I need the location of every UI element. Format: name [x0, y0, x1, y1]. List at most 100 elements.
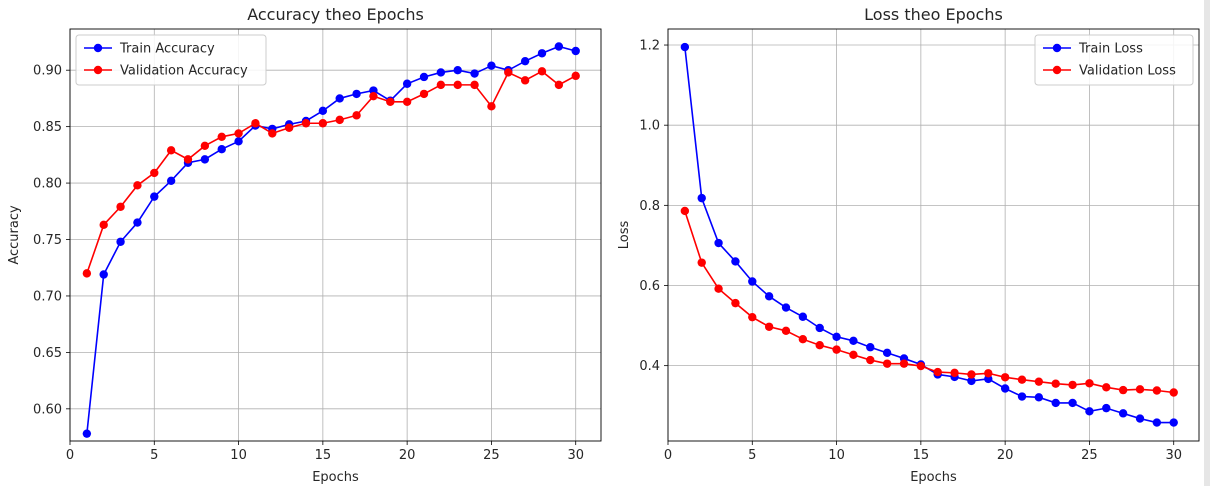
data-point: [849, 336, 858, 346]
data-point: [1135, 385, 1145, 394]
legend-box: [1034, 34, 1194, 86]
x-tick-label: 25: [483, 448, 500, 463]
data-point: [1068, 398, 1077, 408]
data-point: [284, 123, 294, 132]
data-point: [731, 257, 740, 266]
data-point: [866, 355, 875, 365]
data-point: [781, 326, 791, 335]
scrollbar-edge[interactable]: [1204, 0, 1210, 486]
data-point: [1102, 403, 1111, 413]
data-point: [166, 176, 176, 186]
data-point: [470, 69, 479, 78]
data-point: [99, 270, 108, 279]
data-point: [352, 111, 361, 120]
axes-frame: [69, 28, 602, 442]
x-tick-label: 0: [66, 448, 74, 463]
data-point: [748, 312, 757, 322]
data-point: [967, 376, 976, 386]
data-point: [731, 298, 740, 308]
axes-frame: [667, 28, 1200, 442]
y-tick-label: 0.70: [33, 289, 62, 304]
data-point: [116, 202, 125, 211]
y-tick-label: 0.65: [33, 346, 62, 361]
data-point: [1152, 418, 1162, 427]
legend-swatch-marker: [1052, 43, 1062, 53]
data-point: [116, 237, 125, 246]
x-tick-label: 15: [315, 448, 332, 463]
loss-chart: 0 5 10 15 20 25 30 0.4 0.6 0.8 1.0 1.2 Loss theo Epo…: [617, 5, 1200, 485]
data-point: [933, 367, 942, 377]
data-point: [402, 79, 412, 88]
data-point: [984, 369, 993, 378]
x-tick-label: 30: [1165, 448, 1182, 463]
y-tick-label: 0.6: [639, 279, 660, 294]
data-point: [520, 76, 530, 85]
legend-label: Train Loss: [1078, 42, 1143, 57]
data-point: [470, 80, 479, 90]
x-tick-label: 20: [997, 448, 1014, 463]
data-point: [82, 269, 92, 278]
data-point: [832, 332, 841, 341]
data-point: [402, 97, 412, 107]
data-point: [1085, 407, 1094, 416]
x-axis-label: Epochs: [910, 470, 957, 485]
data-point: [1000, 373, 1010, 382]
data-point: [1017, 392, 1027, 401]
data-point: [487, 102, 496, 111]
legend-swatch-marker: [93, 43, 103, 53]
legend-swatch-marker: [1052, 65, 1062, 75]
data-point: [1051, 398, 1060, 408]
x-tick-label: 5: [150, 448, 158, 463]
data-point: [369, 91, 378, 101]
data-point: [764, 292, 774, 301]
y-tick-label: 0.4: [639, 359, 660, 374]
data-point: [504, 68, 513, 77]
y-tick-label: 0.85: [33, 120, 62, 135]
data-point: [82, 429, 92, 438]
data-point: [200, 155, 210, 164]
data-point: [1169, 388, 1178, 397]
data-point: [798, 312, 808, 321]
y-tick-label: 1.0: [639, 119, 660, 134]
data-point: [537, 67, 547, 76]
data-point: [1118, 385, 1128, 395]
data-point: [537, 49, 547, 58]
data-point: [234, 129, 243, 138]
data-point: [882, 348, 892, 358]
data-point: [268, 129, 277, 138]
y-axis-label: Accuracy: [7, 205, 22, 265]
data-point: [1152, 386, 1162, 395]
data-point: [571, 46, 580, 56]
data-point: [335, 115, 344, 125]
data-point: [882, 359, 892, 368]
data-point: [453, 66, 462, 75]
data-point: [183, 155, 193, 164]
data-point: [1135, 414, 1145, 423]
data-point: [301, 119, 311, 128]
data-point: [166, 146, 176, 155]
data-point: [866, 343, 875, 352]
data-point: [419, 72, 429, 82]
data-point: [436, 68, 446, 77]
data-point: [352, 89, 361, 99]
data-point: [849, 350, 858, 360]
data-point: [1034, 393, 1044, 402]
data-point: [234, 137, 243, 146]
data-point: [1034, 377, 1044, 386]
data-point: [571, 71, 580, 81]
legend: Train Loss Validation Loss: [1034, 34, 1194, 86]
data-point: [386, 97, 395, 107]
legend-label: Train Accuracy: [119, 42, 215, 57]
y-tick-label: 0.60: [33, 402, 62, 417]
data-point: [714, 284, 723, 293]
data-point: [815, 323, 824, 333]
data-point: [453, 80, 462, 90]
x-tick-label: 10: [828, 448, 845, 463]
data-point: [1000, 384, 1010, 393]
data-point: [680, 42, 690, 52]
data-point: [714, 238, 723, 248]
x-tick-label: 5: [748, 448, 756, 463]
x-tick-label: 15: [913, 448, 930, 463]
data-point: [335, 94, 344, 103]
